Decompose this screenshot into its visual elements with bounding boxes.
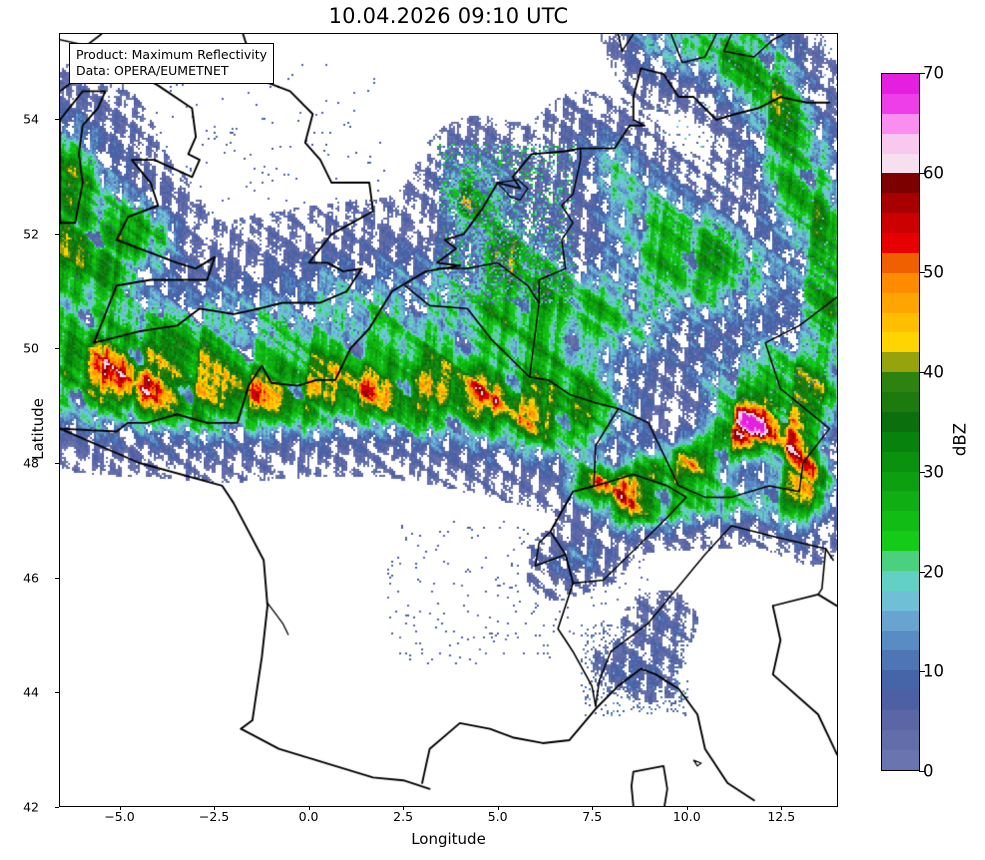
colorbar-tick-label: 30 — [923, 462, 944, 482]
colorbar-tick-mark — [919, 73, 925, 74]
colorbar-band — [882, 610, 919, 631]
y-axis-label: Latitude — [29, 398, 47, 460]
colorbar-tick-mark — [919, 272, 925, 274]
x-tick-mark — [119, 806, 121, 810]
colorbar-band — [882, 749, 919, 770]
x-tick-label: −2.5 — [198, 809, 230, 824]
x-tick-mark — [308, 806, 310, 810]
colorbar-band — [882, 729, 919, 750]
colorbar-tick-mark — [919, 571, 925, 573]
colorbar-band — [882, 93, 919, 114]
x-axis-label: Longitude — [411, 830, 486, 848]
colorbar-band — [882, 292, 919, 313]
y-tick-label: 52 — [23, 226, 39, 242]
colorbar-band — [882, 630, 919, 651]
x-tick-mark — [497, 806, 499, 810]
colorbar-band — [882, 153, 919, 174]
x-tick-label: 5.0 — [487, 809, 508, 824]
colorbar-band — [882, 173, 919, 194]
colorbar-band — [882, 392, 919, 412]
x-tick-label: 10.0 — [672, 809, 701, 824]
colorbar-tick-label: 40 — [923, 362, 944, 382]
figure-title: 10.04.2026 09:10 UTC — [328, 4, 569, 28]
x-tick-mark — [403, 806, 405, 810]
colorbar-band — [882, 372, 919, 392]
y-tick-label: 54 — [23, 111, 39, 127]
colorbar-tick-mark — [919, 172, 925, 174]
y-tick-mark — [55, 692, 59, 694]
colorbar-tick-mark — [919, 671, 925, 673]
colorbar-band — [882, 74, 919, 94]
y-tick-label: 42 — [23, 799, 39, 815]
colorbar-band — [882, 233, 919, 253]
colorbar-label: dBZ — [950, 422, 970, 457]
colorbar-band — [882, 252, 919, 273]
colorbar-band — [882, 590, 919, 611]
colorbar-band — [882, 511, 919, 532]
colorbar-band — [882, 193, 919, 214]
colorbar-band — [882, 352, 919, 373]
colorbar-band — [882, 272, 919, 293]
colorbar-band — [882, 411, 919, 432]
y-tick-mark — [55, 348, 59, 350]
coastline-layer — [60, 34, 837, 806]
colorbar-band — [882, 710, 919, 730]
colorbar-band — [882, 650, 919, 671]
x-tick-label: 12.5 — [767, 809, 796, 824]
colorbar-band — [882, 531, 919, 551]
y-tick-mark — [55, 807, 59, 808]
y-tick-mark — [55, 119, 59, 120]
product-info-box: Product: Maximum Reflectivity Data: OPER… — [69, 43, 275, 84]
colorbar-band — [882, 113, 919, 134]
colorbar-tick-mark — [919, 471, 925, 473]
y-tick-label: 46 — [23, 570, 39, 586]
y-tick-label: 50 — [23, 340, 39, 356]
colorbar-band — [882, 551, 919, 571]
colorbar-tick-mark — [919, 372, 925, 374]
product-label: Product: Maximum Reflectivity — [76, 47, 268, 62]
colorbar-band — [882, 213, 919, 233]
colorbar-tick-label: 70 — [923, 63, 944, 83]
colorbar-band — [882, 332, 919, 353]
x-tick-label: −5.0 — [104, 809, 135, 824]
y-tick-label: 48 — [23, 455, 39, 471]
x-tick-mark — [592, 806, 594, 810]
x-tick-label: 0.0 — [298, 809, 319, 824]
data-source-label: Data: OPERA/EUMETNET — [76, 63, 229, 78]
x-tick-label: 7.5 — [582, 809, 603, 824]
colorbar-tick-label: 20 — [923, 562, 944, 582]
colorbar-tick-mark — [919, 771, 925, 772]
colorbar-tick-label: 50 — [923, 262, 944, 282]
colorbar-band — [882, 431, 919, 452]
colorbar-band — [882, 690, 919, 710]
x-tick-label: 2.5 — [393, 809, 414, 824]
colorbar-tick-label: 0 — [923, 761, 934, 781]
y-tick-label: 44 — [23, 684, 39, 700]
colorbar-band — [882, 491, 919, 512]
map-plot-area[interactable]: Product: Maximum Reflectivity Data: OPER… — [59, 33, 838, 807]
colorbar-band — [882, 670, 919, 691]
colorbar-band — [882, 133, 919, 154]
colorbar[interactable] — [881, 73, 920, 771]
y-tick-mark — [55, 233, 59, 235]
colorbar-band — [882, 312, 919, 333]
colorbar-tick-label: 60 — [923, 163, 944, 183]
x-tick-mark — [781, 806, 783, 810]
x-tick-mark — [686, 806, 688, 810]
y-tick-mark — [55, 577, 59, 579]
x-tick-mark — [214, 806, 216, 810]
y-tick-mark — [55, 463, 59, 464]
colorbar-band — [882, 570, 919, 591]
colorbar-band — [882, 451, 919, 472]
colorbar-band — [882, 471, 919, 492]
colorbar-tick-label: 10 — [923, 661, 944, 681]
